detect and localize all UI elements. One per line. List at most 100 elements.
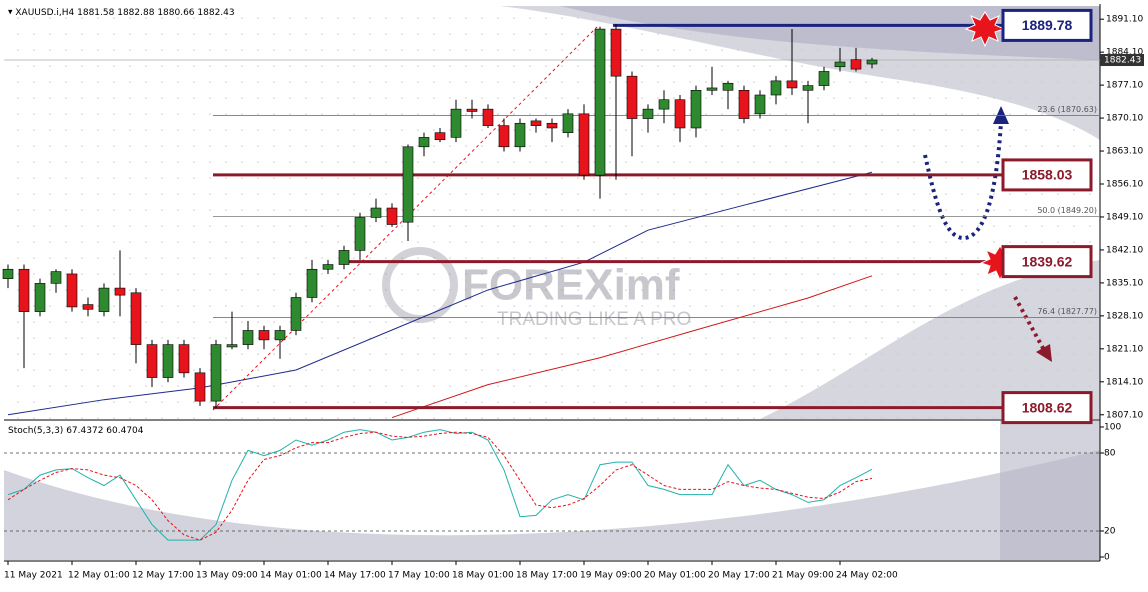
- candle-body: [562, 113, 574, 133]
- candle-body: [738, 89, 750, 119]
- candle-body: [642, 108, 654, 119]
- candle-body: [786, 80, 798, 89]
- candle-body: [226, 344, 238, 348]
- stoch-line: [7, 431, 873, 541]
- candle-body: [450, 108, 462, 138]
- moving-average: [391, 275, 873, 419]
- candle-body: [194, 372, 206, 402]
- candle-body: [354, 217, 366, 251]
- x-tick-label: 18 May 01:00: [452, 571, 514, 581]
- candle-body: [514, 122, 526, 148]
- candle-body: [834, 61, 846, 68]
- stoch-line: [7, 429, 873, 541]
- y-tick-label: 1870.10: [1106, 114, 1143, 124]
- arrowhead: [993, 106, 1009, 124]
- logo: [382, 247, 458, 323]
- x-tick-label: 14 May 17:00: [324, 571, 386, 581]
- candle-body: [210, 344, 222, 402]
- candle-body: [258, 330, 270, 341]
- candle-body: [770, 80, 782, 96]
- key-level-box: [1001, 391, 1093, 425]
- y-tick-label: 1877.10: [1106, 81, 1143, 91]
- swoosh: [560, 6, 1100, 60]
- candle-body: [754, 94, 766, 115]
- candle-body: [690, 89, 702, 129]
- key-level-label: 1858.03: [1022, 167, 1073, 183]
- x-tick-label: 11 May 2021: [4, 571, 63, 581]
- candle-body: [402, 146, 414, 223]
- candle-body: [162, 344, 174, 378]
- y-tick-label: 1849.10: [1106, 212, 1143, 222]
- candle-body: [594, 28, 606, 176]
- swoosh: [1000, 421, 1100, 560]
- candle-body: [658, 99, 670, 110]
- candle-body: [130, 292, 142, 345]
- candle-body: [626, 75, 638, 119]
- candle-body: [722, 82, 734, 91]
- candle-body: [866, 59, 878, 65]
- fib-label: 23.6 (1870.63): [1037, 105, 1097, 114]
- candle-body: [498, 125, 510, 148]
- header: ▾ XAUUSD.i,H4 1881.58 1882.88 1880.66 18…: [8, 8, 235, 18]
- candle-body: [338, 250, 350, 265]
- y-tick-label: 20: [1104, 527, 1116, 537]
- x-tick-label: 19 May 09:00: [580, 571, 642, 581]
- x-tick-label: 12 May 01:00: [68, 571, 130, 581]
- x-tick-label: 21 May 09:00: [772, 571, 834, 581]
- key-level-box: [1001, 158, 1093, 192]
- x-tick-label: 20 May 01:00: [644, 571, 706, 581]
- x-tick-label: 17 May 10:00: [388, 571, 450, 581]
- candle-body: [578, 113, 590, 176]
- candle-body: [178, 344, 190, 374]
- fib-label: 50.0 (1849.20): [1037, 206, 1097, 215]
- key-level-label: 1808.62: [1022, 399, 1073, 415]
- arrowhead: [1036, 344, 1052, 362]
- y-tick-label: 80: [1104, 449, 1116, 459]
- y-tick-label: 1856.10: [1106, 180, 1143, 190]
- candle-body: [610, 28, 622, 77]
- candle-body: [2, 268, 14, 279]
- candle-body: [482, 108, 494, 126]
- candle-body: [386, 207, 398, 225]
- x-tick-label: 12 May 17:00: [132, 571, 194, 581]
- candle-body: [434, 132, 446, 141]
- candle-body: [98, 287, 110, 312]
- candle-body: [242, 330, 254, 345]
- candle-body: [850, 59, 862, 70]
- candle-body: [66, 273, 78, 308]
- x-tick-label: 13 May 09:00: [196, 571, 258, 581]
- candle-body: [466, 108, 478, 112]
- y-tick-label: 1842.10: [1106, 245, 1143, 255]
- candle-body: [290, 297, 302, 331]
- y-tick-label: 1821.10: [1106, 344, 1143, 354]
- candle-body: [18, 268, 30, 312]
- stoch-title: Stoch(5,3,3) 67.4372 60.4704: [8, 426, 144, 436]
- watermark-tagline: TRADING LIKE A PRO: [497, 309, 691, 330]
- candle-body: [818, 71, 830, 86]
- key-level-label: 1889.78: [1022, 17, 1073, 33]
- key-level-label: 1839.62: [1022, 253, 1073, 269]
- candle-body: [114, 287, 126, 296]
- candle-body: [274, 330, 286, 341]
- candle-body: [306, 268, 318, 298]
- key-level-box: [1001, 245, 1093, 279]
- y-tick-label: 1828.10: [1106, 311, 1143, 321]
- candle-body: [82, 304, 94, 310]
- price-tag: [1100, 54, 1144, 67]
- candle-body: [706, 87, 718, 91]
- candle-body: [530, 120, 542, 126]
- candle-body: [418, 137, 430, 148]
- y-tick-label: 1863.10: [1106, 147, 1143, 157]
- fib-label: 76.4 (1827.77): [1037, 307, 1097, 316]
- y-tick-label: 1807.10: [1106, 410, 1143, 420]
- y-tick-label: 0: [1104, 553, 1110, 563]
- x-tick-label: 24 May 02:00: [836, 571, 898, 581]
- candle-body: [34, 283, 46, 312]
- y-tick-label: 1884.10: [1106, 48, 1143, 58]
- starburst: [964, 11, 1006, 48]
- arrow: [1013, 296, 1046, 351]
- candle-body: [322, 264, 334, 270]
- price-label: 1882.43: [1104, 56, 1141, 66]
- key-level-box: [1001, 8, 1093, 42]
